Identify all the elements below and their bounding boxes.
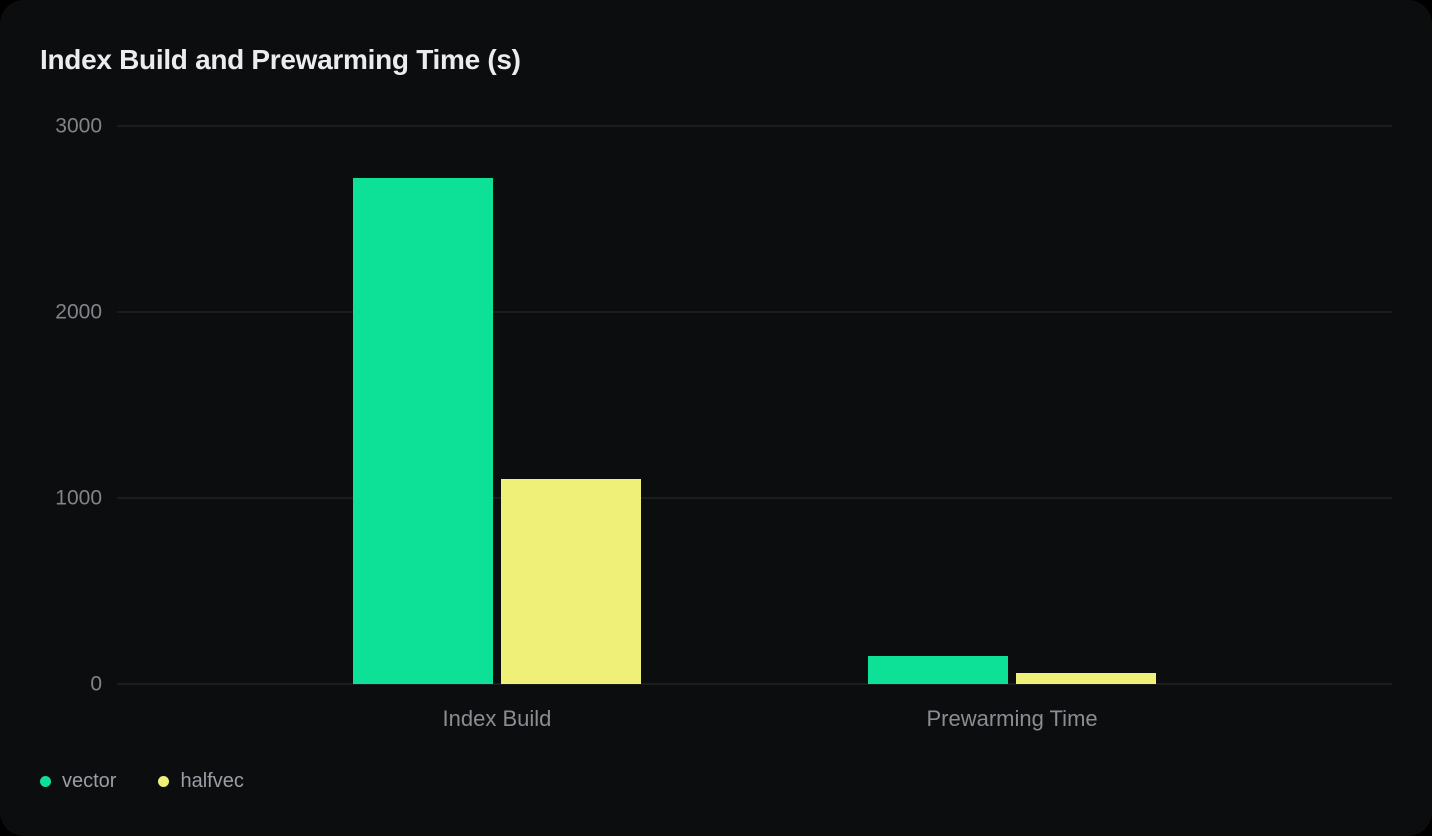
legend-dot-vector-icon xyxy=(40,775,51,787)
plot-area: 0 1000 2000 3000 Index Build Prewarming Time xyxy=(55,116,1392,731)
x-axis-label-prewarming-time: Prewarming Time xyxy=(926,706,1098,731)
y-tick-label-1000: 1000 xyxy=(55,486,102,510)
chart-title: Index Build and Prewarming Time (s) xyxy=(40,44,521,75)
bar-halfvec-prewarming-time[interactable] xyxy=(1016,672,1157,684)
y-tick-label-2000: 2000 xyxy=(55,300,102,324)
y-tick-label-0: 0 xyxy=(90,672,102,696)
legend-label-halfvec: halfvec xyxy=(180,770,244,792)
gridline-3000 xyxy=(117,125,1392,127)
legend-item-vector[interactable]: vector xyxy=(40,771,116,791)
gridline-0 xyxy=(117,683,1392,685)
x-axis-label-index-build: Index Build xyxy=(442,706,552,731)
y-tick-label-3000: 3000 xyxy=(55,114,102,138)
legend-dot-halfvec-icon xyxy=(158,775,170,787)
legend: vector halfvec xyxy=(40,771,244,791)
bar-halfvec-index-build[interactable] xyxy=(500,479,641,684)
bar-vector-prewarming-time[interactable] xyxy=(868,656,1009,684)
gridline-2000 xyxy=(117,311,1392,313)
legend-item-halfvec[interactable]: halfvec xyxy=(158,770,244,792)
gridline-1000 xyxy=(117,497,1392,499)
bar-vector-index-build[interactable] xyxy=(352,178,493,684)
legend-label-vector: vector xyxy=(62,770,117,792)
